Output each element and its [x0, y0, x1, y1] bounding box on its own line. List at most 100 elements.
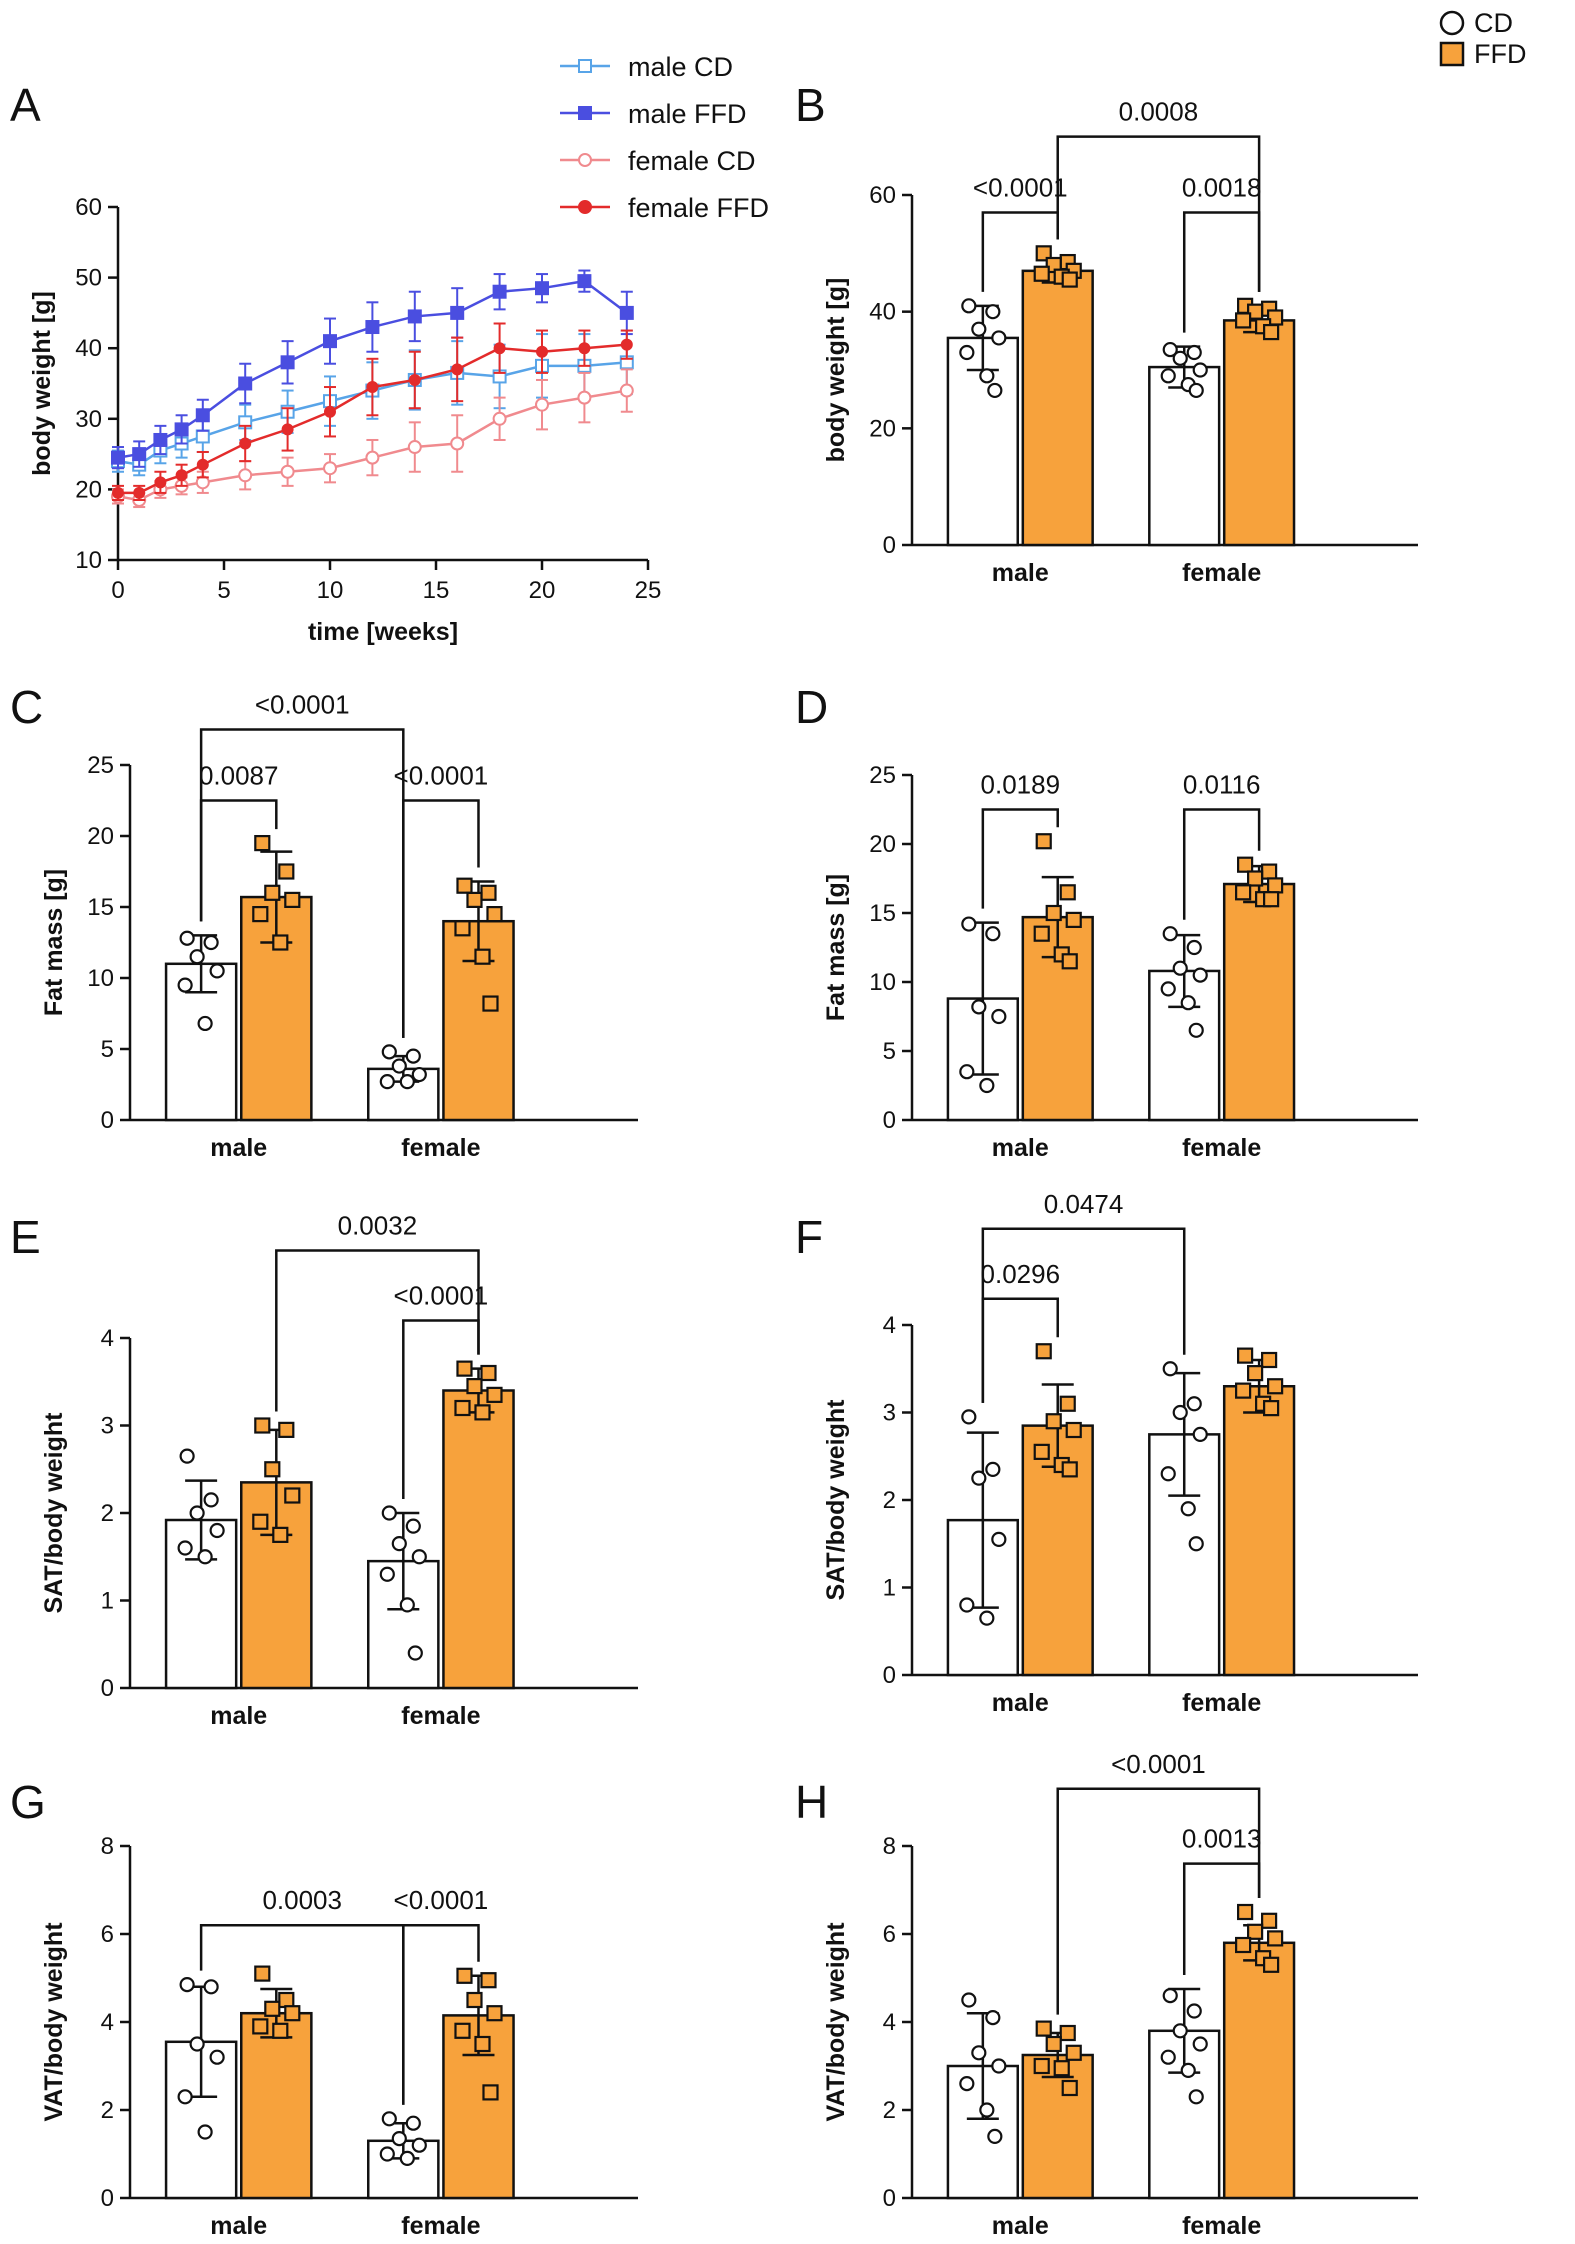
data-point	[454, 1399, 471, 1417]
y-axis-label: VAT/body weight	[40, 1922, 68, 2122]
y-tick-label: 0	[883, 1107, 896, 1134]
data-point	[209, 2049, 225, 2065]
data-point	[486, 1386, 503, 1403]
data-point	[197, 1015, 213, 1032]
data-point	[535, 397, 549, 412]
data-point	[1033, 925, 1050, 942]
data-point	[577, 390, 592, 405]
data-point	[379, 1566, 395, 1582]
data-point	[480, 1972, 497, 1989]
data-point	[209, 1522, 225, 1539]
data-point	[474, 2035, 491, 2053]
data-point	[1172, 350, 1188, 366]
x-category-label-female: female	[401, 1134, 480, 1162]
bracket-line	[981, 1227, 1186, 1403]
data-point	[1045, 1413, 1062, 1430]
data-point	[284, 1487, 301, 1504]
data-point	[1188, 1022, 1204, 1038]
legend-label-cd: CD	[1474, 8, 1513, 38]
x-tick-label: 20	[529, 577, 556, 604]
data-point	[1186, 1396, 1202, 1412]
y-axis-label: body weight [g]	[28, 291, 56, 476]
data-point	[1192, 362, 1208, 378]
y-tick-label: 60	[75, 194, 102, 221]
data-point	[1059, 2024, 1076, 2042]
data-point	[324, 405, 336, 418]
p-value-label: <0.0001	[973, 173, 1068, 203]
data-point	[1267, 1930, 1284, 1947]
series-ffd	[1021, 245, 1296, 547]
data-point	[264, 2000, 281, 2017]
panel-letter-g: G	[10, 1776, 46, 1828]
data-point	[405, 1518, 421, 1534]
p-value-label: <0.0001	[394, 1885, 489, 1915]
data-point	[1237, 1347, 1254, 1364]
data-point	[480, 884, 497, 901]
data-point	[195, 429, 210, 444]
panel-a: 10 20 30 40 50 60 body weight [g] 0 5 10 15 20 25 tim…	[28, 52, 769, 646]
data-point	[450, 305, 465, 320]
data-point	[979, 1077, 995, 1094]
data-point	[252, 2018, 269, 2035]
data-point	[959, 2076, 975, 2092]
comparison-bracket: <0.0001	[394, 1885, 489, 2105]
y-tick-label: 0	[101, 1675, 114, 1702]
legend-marker-cd	[1439, 10, 1465, 36]
data-point	[1188, 382, 1204, 399]
data-point	[466, 1378, 483, 1395]
data-point	[197, 2124, 213, 2140]
data-point	[280, 464, 295, 479]
data-point	[1237, 856, 1254, 873]
data-point	[1237, 1903, 1254, 1921]
comparison-bracket: 0.0296	[981, 1259, 1060, 1403]
data-point	[407, 440, 422, 455]
p-value-label: 0.0474	[1044, 1189, 1124, 1219]
legend-label-male-cd: male CD	[628, 52, 733, 82]
y-tick-label: 15	[869, 900, 896, 927]
data-point	[1267, 1378, 1284, 1395]
panel-a-legend: male CD male FFD female CD female FFD	[560, 52, 769, 223]
panel-c: 0 5 10 15 20 25 Fat mass [g] male female 0.0087 <0…	[40, 690, 638, 1162]
data-point	[961, 1992, 977, 2008]
x-category-label-male: male	[210, 2212, 267, 2240]
data-point	[971, 321, 987, 337]
data-point	[154, 476, 167, 489]
x-category-label-male: male	[210, 1702, 267, 1730]
panel-f: 0 1 2 3 4 SAT/body weight male female 0.0296 0.04…	[822, 1189, 1418, 1717]
data-point	[238, 376, 253, 391]
data-point	[278, 1421, 295, 1438]
p-value-label: 0.0087	[199, 761, 279, 791]
comparison-bracket: 0.0474	[981, 1189, 1186, 1403]
data-point	[179, 930, 195, 946]
data-point	[1267, 877, 1284, 894]
x-category-label-male: male	[210, 1134, 267, 1162]
y-tick-label: 6	[883, 1921, 896, 1948]
y-tick-label: 2	[101, 2097, 114, 2124]
panel-h: 0 2 4 6 8 VAT/body weight male female 0.0013 <0.0…	[822, 1749, 1418, 2240]
data-point	[381, 2111, 397, 2127]
data-point	[1065, 2044, 1082, 2061]
legend-label-ffd: FFD	[1474, 39, 1526, 69]
data-point	[1035, 2020, 1052, 2037]
panel-letter-c: C	[10, 681, 44, 733]
data-point	[399, 1074, 415, 1090]
data-point	[177, 1540, 193, 1556]
data-point	[1235, 1936, 1252, 1954]
p-value-label: 0.0032	[338, 1211, 418, 1241]
x-tick-label: 15	[423, 577, 450, 604]
data-point	[399, 1597, 415, 1613]
data-point	[133, 486, 146, 499]
panel-d: 0 5 10 15 20 25 Fat mass [g] male female 0.0189 0.…	[822, 762, 1418, 1162]
y-tick-label: 3	[883, 1400, 896, 1427]
panel-e: 0 1 2 3 4 SAT/body weight male female <0.0001 0.0…	[40, 1211, 638, 1730]
data-point	[278, 863, 295, 880]
data-point	[177, 977, 193, 993]
p-value-label: 0.0008	[1119, 97, 1199, 127]
data-point	[979, 2102, 995, 2118]
data-point	[466, 891, 483, 909]
data-point	[959, 344, 975, 361]
y-tick-label: 15	[87, 894, 114, 921]
data-point	[961, 1409, 977, 1425]
data-point	[411, 1549, 427, 1565]
data-point	[482, 2084, 499, 2101]
